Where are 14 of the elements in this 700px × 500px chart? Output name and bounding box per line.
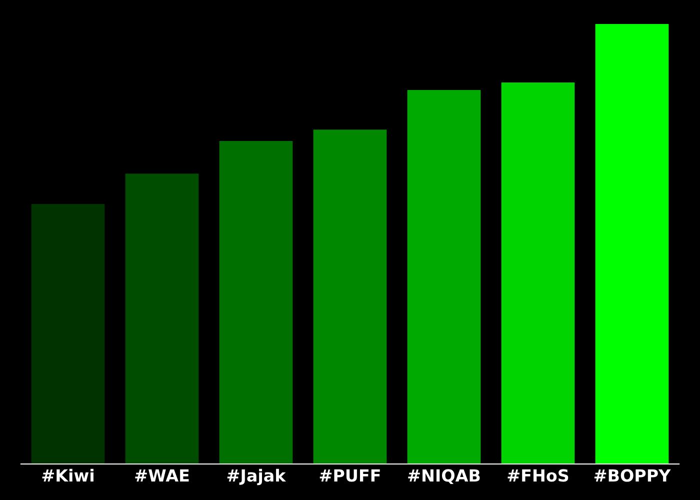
x-tick-label: #NIQAB: [408, 469, 480, 484]
bar: [595, 24, 669, 464]
bar: [501, 82, 575, 464]
bar: [31, 204, 105, 464]
x-tick-label: #BOPPY: [594, 469, 671, 482]
bar: [407, 90, 481, 464]
x-tick-label: #Kiwi: [42, 468, 94, 482]
bar: [125, 174, 199, 464]
x-tick-label: #WAE: [135, 469, 189, 482]
bar: [219, 141, 293, 464]
x-tick-label: #FHoS: [508, 469, 568, 482]
bar: [313, 130, 387, 464]
x-tick-label: #Jajak: [227, 468, 286, 486]
x-tick-label: #PUFF: [320, 469, 380, 482]
